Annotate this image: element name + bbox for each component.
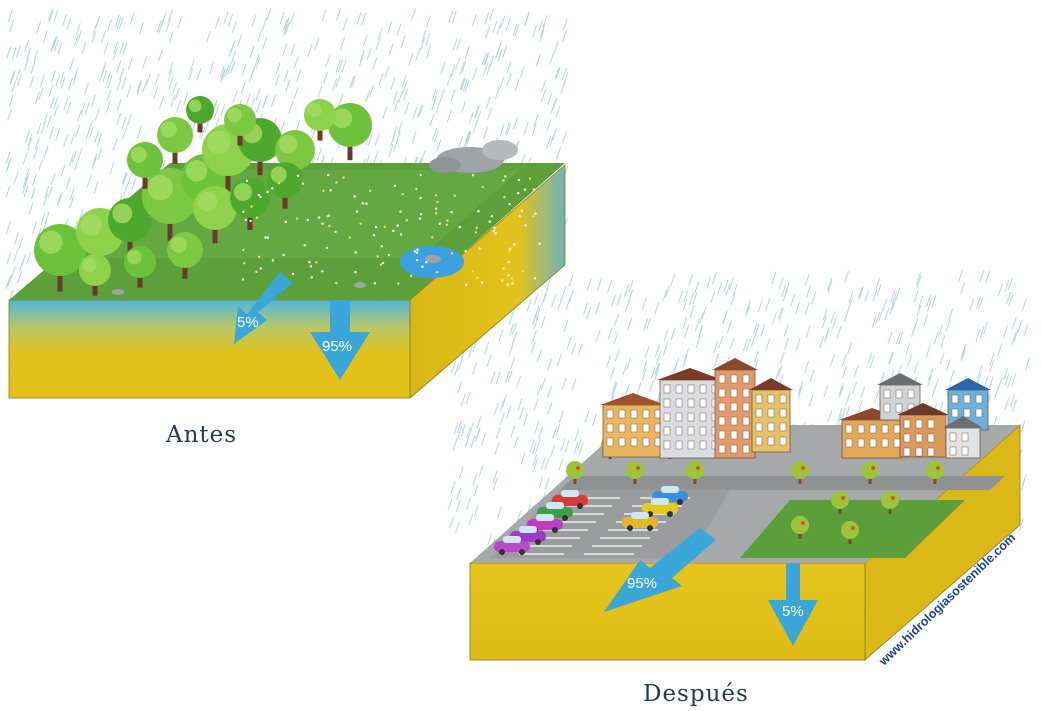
parked-cars — [494, 486, 688, 555]
forest — [34, 96, 372, 296]
tree — [127, 142, 163, 189]
building — [943, 416, 983, 459]
building — [600, 393, 666, 458]
before-infiltration-label: 95% — [322, 338, 352, 355]
street-tree — [791, 516, 809, 539]
after-runoff-arrow: 95% — [604, 528, 716, 612]
street-trees — [566, 436, 944, 544]
tree — [34, 224, 86, 292]
street-tree — [626, 461, 644, 484]
street-tree — [926, 461, 944, 484]
street-tree — [831, 491, 849, 514]
caption-after: Después — [643, 681, 749, 707]
street-tree — [881, 491, 899, 514]
rocks — [112, 140, 518, 295]
car — [622, 512, 658, 531]
tree — [124, 246, 156, 288]
before-infiltration-arrow: 95% — [310, 300, 370, 380]
building — [749, 378, 793, 453]
tree — [186, 96, 214, 133]
before-runoff-arrow: 5% — [234, 272, 293, 344]
building — [712, 358, 758, 459]
building — [897, 403, 949, 458]
tree — [304, 99, 336, 141]
building — [657, 368, 723, 459]
tree — [328, 103, 372, 161]
car — [494, 536, 530, 555]
street-tree — [861, 461, 879, 484]
street-tree — [566, 461, 584, 484]
buildings — [600, 358, 991, 459]
street-tree — [841, 521, 859, 544]
car — [642, 498, 678, 517]
tree — [157, 117, 193, 164]
after-infiltration-label: 5% — [782, 603, 804, 620]
after-infiltration-arrow: 5% — [768, 563, 818, 646]
tree — [267, 162, 303, 209]
after-runoff-label: 95% — [627, 575, 657, 592]
tree — [167, 232, 203, 279]
tree — [108, 198, 152, 256]
street-tree — [791, 461, 809, 484]
tree — [224, 104, 256, 146]
tree — [230, 178, 270, 230]
tree — [79, 254, 111, 296]
natural-terrain-block — [8, 96, 566, 399]
urban-terrain-block — [469, 358, 1021, 661]
street-tree — [686, 461, 704, 484]
tree — [193, 186, 237, 244]
meadow-flowers — [241, 173, 541, 287]
before-runoff-label: 5% — [237, 314, 259, 331]
caption-before: Antes — [166, 422, 238, 448]
